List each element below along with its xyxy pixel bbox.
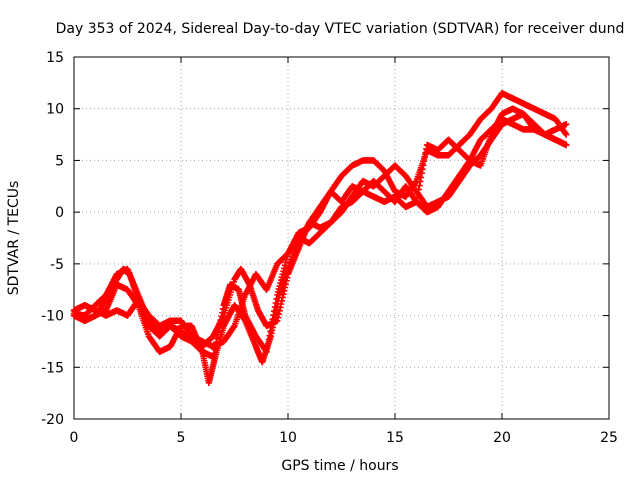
x-tick-label: 25 <box>600 430 618 446</box>
data-point <box>563 121 570 128</box>
data-point <box>563 141 570 149</box>
y-tick-label: -20 <box>41 412 64 428</box>
x-tick-label: 0 <box>70 430 79 446</box>
x-tick-label: 20 <box>493 430 511 446</box>
x-axis-label: GPS time / hours <box>281 458 398 474</box>
x-axis-ticks: 0 5 10 15 20 25 <box>70 57 618 446</box>
y-tick-label: 5 <box>55 153 64 169</box>
y-tick-label: -15 <box>41 360 64 376</box>
y-tick-label: 0 <box>55 205 64 221</box>
grid-lines <box>74 57 609 419</box>
data-point <box>563 131 570 138</box>
y-tick-label: 10 <box>46 102 64 118</box>
x-tick-label: 5 <box>177 430 186 446</box>
y-tick-label: -10 <box>41 309 64 325</box>
series-4 <box>70 105 570 350</box>
x-tick-label: 10 <box>279 430 297 446</box>
x-tick-label: 15 <box>386 430 404 446</box>
plot-frame <box>73 56 610 420</box>
y-tick-label: -5 <box>50 257 64 273</box>
y-tick-label: 15 <box>46 50 64 66</box>
series-3 <box>70 110 570 386</box>
y-axis-label: SDTVAR / TECUs <box>6 181 22 296</box>
data-points <box>70 90 570 386</box>
chart-title: Day 353 of 2024, Sidereal Day-to-day VTE… <box>56 21 625 37</box>
